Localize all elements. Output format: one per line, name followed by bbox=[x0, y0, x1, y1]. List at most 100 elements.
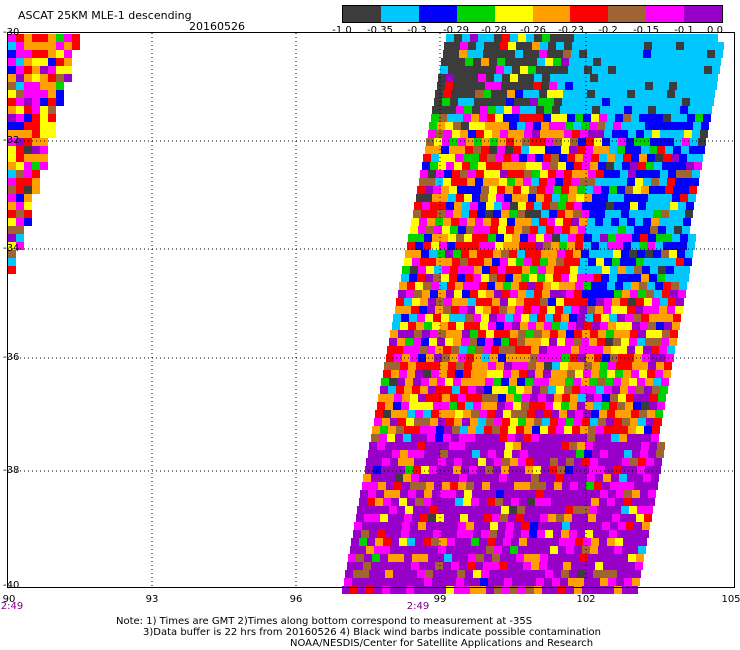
data-cell bbox=[16, 34, 24, 42]
data-cell bbox=[596, 554, 604, 562]
data-cell bbox=[663, 154, 671, 162]
data-cell bbox=[618, 226, 626, 234]
data-cell bbox=[16, 50, 24, 58]
data-cell bbox=[646, 458, 654, 466]
data-cell bbox=[408, 450, 416, 458]
data-cell bbox=[402, 522, 410, 530]
data-cell bbox=[635, 90, 643, 98]
data-cell bbox=[600, 450, 608, 458]
data-cell bbox=[448, 362, 456, 370]
data-cell bbox=[429, 122, 437, 130]
data-cell bbox=[667, 218, 675, 226]
data-cell bbox=[472, 578, 480, 586]
data-cell bbox=[664, 322, 672, 330]
data-cell bbox=[626, 138, 634, 146]
data-cell bbox=[385, 530, 393, 538]
data-cell bbox=[401, 442, 409, 450]
data-cell bbox=[623, 114, 631, 122]
data-cell bbox=[410, 522, 418, 530]
data-cell bbox=[606, 162, 614, 170]
data-cell bbox=[576, 490, 584, 498]
data-cell bbox=[568, 234, 576, 242]
data-cell bbox=[604, 170, 612, 178]
data-cell bbox=[595, 346, 603, 354]
data-cell bbox=[614, 458, 622, 466]
data-cell bbox=[421, 466, 429, 474]
data-cell bbox=[455, 498, 463, 506]
data-cell bbox=[576, 322, 584, 330]
data-cell bbox=[458, 394, 466, 402]
data-cell bbox=[615, 282, 623, 290]
data-cell bbox=[577, 402, 585, 410]
data-cell bbox=[547, 474, 555, 482]
data-cell bbox=[416, 578, 424, 586]
data-cell bbox=[518, 458, 526, 466]
data-cell bbox=[538, 226, 546, 234]
data-cell bbox=[651, 346, 659, 354]
data-cell bbox=[625, 570, 633, 578]
data-cell bbox=[517, 466, 525, 474]
data-cell bbox=[508, 42, 516, 50]
data-cell bbox=[612, 386, 620, 394]
data-cell bbox=[577, 314, 585, 322]
data-cell bbox=[667, 90, 675, 98]
data-cell bbox=[593, 442, 601, 450]
data-cell bbox=[610, 226, 618, 234]
data-cell bbox=[366, 546, 374, 554]
data-cell bbox=[629, 82, 637, 90]
data-cell bbox=[634, 226, 642, 234]
data-cell bbox=[497, 402, 505, 410]
data-cell bbox=[688, 194, 696, 202]
data-cell bbox=[700, 130, 708, 138]
data-cell bbox=[612, 42, 620, 50]
data-cell bbox=[40, 162, 48, 170]
data-cell bbox=[499, 90, 507, 98]
color-scale-segment-7 bbox=[570, 6, 609, 22]
data-cell bbox=[451, 346, 459, 354]
data-cell bbox=[628, 258, 636, 266]
data-cell bbox=[374, 418, 382, 426]
data-cell bbox=[548, 258, 556, 266]
data-cell bbox=[547, 346, 555, 354]
data-cell bbox=[694, 162, 702, 170]
data-cell bbox=[647, 282, 655, 290]
data-cell bbox=[502, 34, 510, 42]
data-cell bbox=[481, 442, 489, 450]
data-cell bbox=[468, 298, 476, 306]
data-cell bbox=[538, 354, 546, 362]
data-cell bbox=[699, 90, 707, 98]
data-cell bbox=[624, 322, 632, 330]
data-cell bbox=[692, 170, 700, 178]
data-cell bbox=[524, 170, 532, 178]
data-cell bbox=[639, 282, 647, 290]
data-cell bbox=[572, 298, 580, 306]
data-cell bbox=[630, 458, 638, 466]
data-cell bbox=[687, 154, 695, 162]
data-cell bbox=[525, 466, 533, 474]
data-cell bbox=[32, 90, 40, 98]
data-cell bbox=[400, 362, 408, 370]
data-cell bbox=[449, 402, 457, 410]
data-cell bbox=[512, 106, 520, 114]
data-cell bbox=[459, 346, 467, 354]
data-cell bbox=[548, 42, 556, 50]
data-cell bbox=[569, 146, 577, 154]
data-cell bbox=[510, 290, 518, 298]
data-cell bbox=[450, 354, 458, 362]
data-cell bbox=[611, 50, 619, 58]
data-cell bbox=[453, 210, 461, 218]
data-cell bbox=[680, 194, 688, 202]
data-cell bbox=[585, 274, 593, 282]
data-cell bbox=[587, 434, 595, 442]
data-cell bbox=[478, 330, 486, 338]
data-cell bbox=[411, 434, 419, 442]
data-cell bbox=[499, 434, 507, 442]
data-cell bbox=[681, 274, 689, 282]
data-cell bbox=[452, 130, 460, 138]
data-cell bbox=[498, 354, 506, 362]
lat-label: -36 bbox=[3, 352, 20, 363]
data-cell bbox=[591, 538, 599, 546]
data-cell bbox=[558, 330, 566, 338]
data-cell bbox=[637, 378, 645, 386]
data-cell bbox=[510, 586, 518, 594]
